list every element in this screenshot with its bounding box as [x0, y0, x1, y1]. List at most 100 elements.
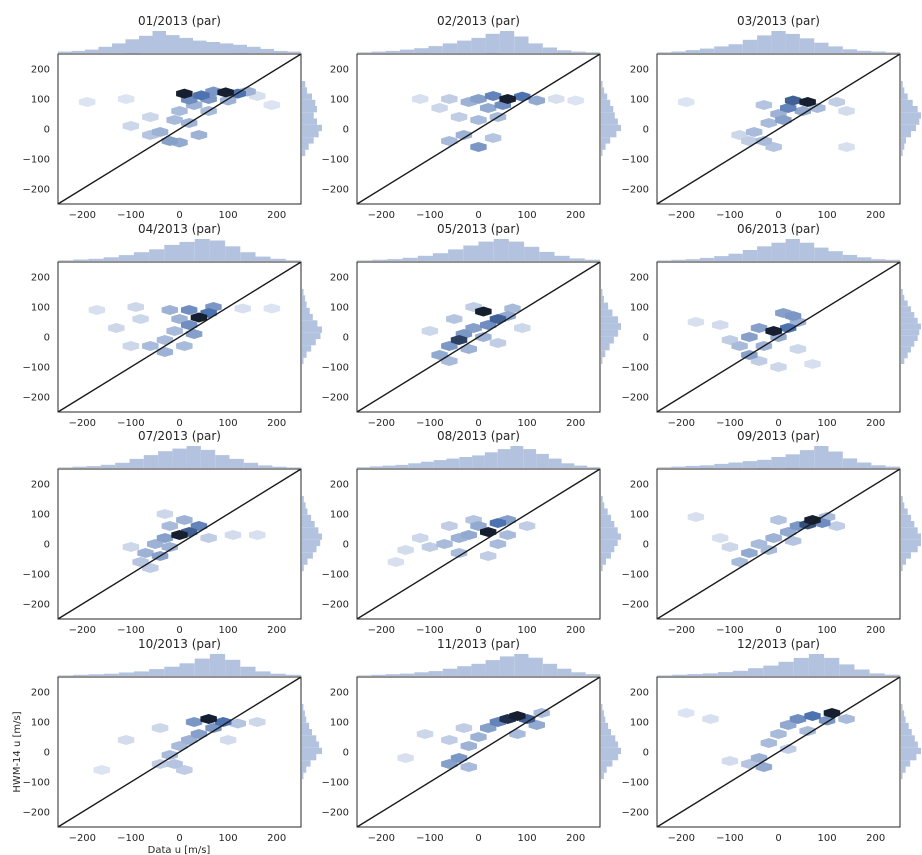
right-hist-bar	[302, 295, 306, 302]
x-tick-label: 100	[518, 418, 537, 429]
hexbin-cell	[677, 97, 695, 107]
top-hist-bar	[193, 40, 207, 53]
hexbin-cell	[450, 335, 468, 345]
identity-line	[357, 54, 600, 204]
right-hist-bar	[901, 508, 908, 515]
right-hist-bar	[302, 81, 306, 88]
x-tick-label: −200	[69, 833, 96, 844]
hexbin-cell	[480, 527, 497, 537]
y-tick-label: 100	[31, 95, 50, 106]
x-tick-label: 100	[818, 418, 837, 429]
x-tick-label: 0	[176, 210, 182, 221]
hexbin-cell	[760, 118, 777, 128]
hexbin-layer	[677, 95, 855, 152]
right-hist-bar	[601, 772, 604, 780]
top-hist-bar	[742, 250, 758, 261]
top-hist-bar	[164, 666, 180, 676]
right-hist-bar	[601, 343, 610, 351]
top-hist-bar	[118, 255, 134, 261]
top-hist-bar	[571, 672, 586, 676]
top-hist-bar	[557, 50, 572, 54]
x-tick-label: −200	[69, 418, 96, 429]
top-hist-bar	[854, 669, 870, 676]
top-hist-bar	[824, 657, 840, 676]
hexbin-cell	[780, 103, 797, 113]
x-tick-label: 200	[566, 833, 585, 844]
top-hist-bar	[149, 249, 165, 261]
right-hist-bar	[601, 124, 621, 132]
hexbin-cell	[755, 100, 773, 110]
y-tick-label: 100	[31, 510, 50, 521]
y-tick-label: −100	[23, 778, 50, 789]
right-hist-bar	[601, 118, 618, 125]
top-hist-bar	[233, 44, 247, 54]
y-tick-label: 100	[31, 303, 50, 314]
hexbin-cell	[421, 326, 439, 336]
hexbin-cell	[460, 741, 477, 751]
x-tick-label: 100	[219, 833, 238, 844]
hexbin-cell	[480, 551, 497, 561]
right-hist-bar	[601, 766, 607, 773]
subplot-title: 09/2013 (par)	[737, 429, 820, 443]
top-hist-bar	[699, 48, 715, 53]
identity-line	[657, 469, 900, 619]
top-hist-bar	[757, 246, 772, 261]
y-tick-label: 200	[330, 480, 349, 491]
y-tick-label: 0	[44, 333, 50, 344]
top-hist-bar	[714, 256, 729, 261]
x-tick-label: 0	[176, 418, 182, 429]
x-tick-label: −100	[117, 418, 144, 429]
hexbin-cell	[780, 323, 797, 333]
right-hist-bar	[901, 496, 903, 503]
top-hist-bar	[58, 675, 74, 676]
top-hist-bar	[814, 42, 829, 53]
hexbin-cell	[480, 723, 497, 733]
top-hist-bar	[414, 48, 429, 53]
top-hist-bar	[493, 239, 509, 261]
subplot-3: −200 −100 0 100 200 −200 −100 0 100 200 03/2013 (p…	[622, 14, 921, 221]
right-hist-bar	[601, 87, 605, 94]
hexbin-cell	[712, 320, 729, 330]
hexbin-cell	[514, 323, 531, 333]
hexbin-cell	[470, 142, 487, 152]
hexbin-cell	[151, 127, 169, 137]
identity-line	[357, 469, 600, 619]
top-hist-bar	[357, 675, 372, 676]
y-tick-label: 100	[630, 303, 649, 314]
right-hist-bar	[302, 301, 307, 308]
x-tick-label: 200	[866, 210, 885, 221]
hexbin-cell	[431, 350, 448, 360]
right-hist-bar	[901, 143, 905, 150]
right-hist-bar	[601, 99, 611, 107]
hexbin-cell	[416, 729, 434, 739]
top-hist-bar	[164, 244, 180, 261]
hexbin-cell	[755, 136, 773, 146]
top-hist-bar	[133, 252, 150, 261]
top-hist-bar	[857, 462, 872, 468]
y-tick-label: 200	[630, 65, 649, 76]
hexbin-cell	[770, 362, 787, 372]
right-hist-bar	[601, 514, 611, 522]
right-hist-bar	[901, 87, 905, 94]
hexbin-cell	[441, 356, 458, 366]
axes-frame	[356, 676, 601, 828]
y-tick-label: −200	[23, 185, 50, 196]
right-hist-bar	[302, 521, 315, 528]
top-hist-bar	[285, 674, 301, 676]
hexbin-cell	[784, 536, 802, 546]
hexbin-cell	[397, 545, 414, 555]
right-hist-bar	[901, 539, 921, 547]
subplot-title: 05/2013 (par)	[437, 222, 520, 236]
right-hist-bar	[302, 729, 312, 736]
right-hist-bar	[302, 527, 319, 534]
top-hist-bar	[732, 670, 749, 676]
right-hist-bar	[601, 357, 603, 364]
y-axis-label: HWM-14 u [m/s]	[12, 711, 23, 792]
y-tick-label: 100	[330, 718, 349, 729]
top-hist-bar	[814, 446, 829, 468]
top-hist-bar	[571, 51, 586, 53]
subplot-title: 03/2013 (par)	[737, 14, 820, 28]
top-hist-bar	[220, 43, 234, 53]
y-tick-label: 200	[630, 480, 649, 491]
right-hist-bar	[901, 340, 915, 347]
